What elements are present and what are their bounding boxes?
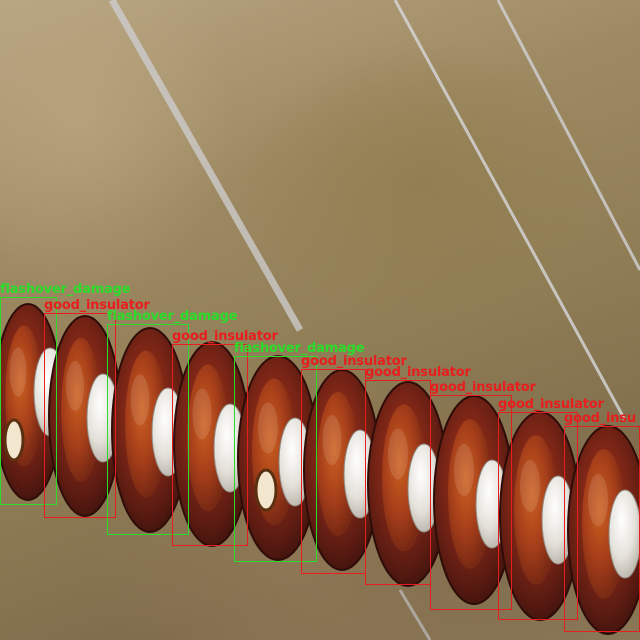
bounding-box	[498, 412, 578, 620]
detection-label: good_insulator	[498, 397, 604, 412]
bounding-box	[564, 426, 640, 632]
detection-label: good_insu	[564, 411, 636, 426]
insulator-disc	[367, 381, 449, 587]
bounding-box	[365, 380, 431, 585]
wire	[496, 0, 640, 271]
insulator-disc	[303, 369, 381, 571]
bounding-box	[430, 395, 512, 610]
bounding-box	[234, 356, 317, 562]
bounding-box	[107, 324, 189, 535]
detection-label: good_insulator	[44, 298, 150, 313]
detection-label: flashover_damage	[0, 282, 131, 297]
detection-label: good_insulator	[365, 365, 471, 380]
bounding-box	[172, 344, 248, 546]
wire	[393, 0, 627, 421]
detection-label: good_insulator	[430, 380, 536, 395]
insulator-disc	[499, 411, 581, 621]
bounding-box	[44, 313, 116, 518]
detection-label: flashover_damage	[107, 309, 238, 324]
insulator-string	[0, 303, 640, 635]
burn-mark	[254, 468, 278, 512]
burn-mark	[3, 418, 25, 462]
insulator-disc	[567, 425, 640, 635]
detection-label: good_insulator	[172, 329, 278, 344]
insulator-disc	[48, 315, 122, 517]
detection-label: flashover_damage	[234, 341, 365, 356]
bounding-box	[0, 297, 57, 505]
wire	[398, 589, 432, 640]
bounding-box	[301, 369, 366, 574]
wire	[108, 0, 304, 332]
detection-label: good_insulator	[301, 354, 407, 369]
